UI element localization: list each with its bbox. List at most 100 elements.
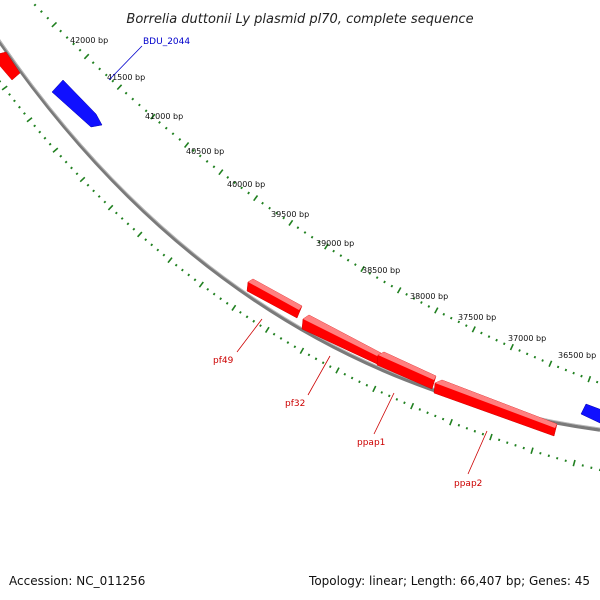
scale-label: 40000 bp [227,180,265,189]
minor-tick [279,337,283,340]
minor-tick [556,365,560,369]
major-tick [26,117,33,123]
major-tick [253,195,259,202]
minor-tick [539,451,542,455]
minor-tick [70,166,73,170]
gene-arrow[interactable] [0,51,21,81]
scale-label: 37500 bp [458,313,496,322]
minor-tick [365,383,369,387]
scale-label: 39000 bp [316,239,354,248]
minor-tick [0,80,2,83]
minor-tick [33,3,37,7]
minor-tick [144,109,148,113]
gene-label-bdu-2044[interactable]: BDU_2044 [143,37,190,47]
gene-arrow[interactable] [580,403,600,424]
inner-tick-ring [0,80,600,472]
minor-tick [131,97,135,101]
minor-tick [198,154,202,158]
minor-tick [426,411,429,415]
accession-text: Accession: NC_011256 [9,574,146,588]
gene-label-pf32[interactable]: pf32 [285,399,305,409]
minor-tick [156,248,160,252]
minor-tick [418,408,422,411]
minor-tick [487,335,491,339]
minor-tick [261,201,264,205]
minor-tick [497,438,501,442]
minor-tick [174,263,178,267]
minor-tick [442,312,446,316]
minor-tick [480,331,483,335]
minor-tick [206,287,210,291]
gene-features [0,51,600,437]
minor-tick [59,154,63,158]
minor-tick [380,391,384,394]
minor-tick [193,278,197,282]
minor-tick [514,444,517,447]
minor-tick [219,297,223,301]
minor-tick [46,16,50,20]
minor-tick [556,456,559,460]
minor-tick [259,324,262,327]
major-tick [299,347,305,354]
major-tick [449,418,453,426]
minor-tick [502,342,506,346]
minor-tick [346,258,350,262]
minor-tick [321,361,325,365]
minor-tick [226,175,230,179]
scale-label: 36500 bp [558,351,596,360]
major-tick [324,243,329,250]
major-tick [183,142,190,148]
minor-tick [339,254,343,258]
minor-tick [120,217,124,220]
major-tick [52,147,59,153]
minor-tick [272,332,276,336]
minor-tick [111,79,115,83]
gene-label-ppap1[interactable]: ppap1 [357,438,385,448]
major-tick [116,84,123,91]
gene-label-pf49[interactable]: pf49 [213,356,234,366]
minor-tick [307,353,311,357]
minor-tick [328,365,332,369]
minor-tick [171,132,175,136]
minor-tick [132,227,136,231]
minor-tick [86,183,90,187]
minor-tick [268,206,271,210]
major-tick [372,385,377,393]
major-tick [396,287,402,294]
major-tick [434,307,439,314]
major-tick [572,459,576,467]
major-tick [1,85,8,91]
minor-tick [525,352,529,356]
outer-tick-ring [33,3,599,384]
minor-tick [286,341,290,344]
minor-tick [420,301,423,304]
minor-tick [375,276,379,280]
minor-tick [395,398,399,401]
major-tick [79,176,86,183]
minor-tick [247,191,251,195]
major-tick [167,257,173,264]
minor-tick [473,429,477,433]
minor-tick [317,240,321,244]
minor-tick [91,61,95,65]
minor-tick [38,130,42,134]
minor-tick [441,417,445,421]
minor-tick [23,112,26,115]
minor-tick [350,376,354,380]
minor-tick [495,338,498,342]
major-tick [509,343,514,351]
major-tick [288,219,294,226]
major-tick [107,204,114,211]
major-tick [150,113,156,120]
minor-tick [233,181,237,185]
gene-leader-lines [108,45,488,475]
minor-tick [18,105,21,109]
minor-tick [48,142,52,146]
gene-label-ppap2[interactable]: ppap2 [454,479,482,489]
major-tick [231,304,237,311]
minor-tick [465,324,468,328]
gene-arrow-bdu-2044[interactable] [51,79,103,128]
minor-tick [104,73,108,77]
minor-tick [162,253,166,257]
